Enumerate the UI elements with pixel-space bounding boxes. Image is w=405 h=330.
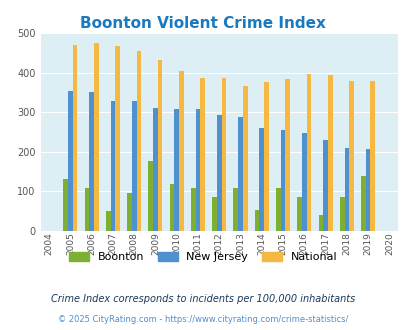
Bar xyxy=(318,215,322,231)
Bar xyxy=(296,197,301,231)
Bar xyxy=(339,197,344,231)
Bar xyxy=(179,71,183,231)
Bar xyxy=(275,188,280,231)
Bar xyxy=(254,211,259,231)
Bar xyxy=(221,78,226,231)
Bar xyxy=(348,81,353,231)
Bar xyxy=(190,188,195,231)
Bar xyxy=(94,43,98,231)
Bar xyxy=(369,81,374,231)
Bar xyxy=(148,160,153,231)
Bar xyxy=(306,74,311,231)
Bar xyxy=(110,101,115,231)
Bar xyxy=(242,86,247,231)
Bar xyxy=(238,117,242,231)
Bar xyxy=(136,51,141,231)
Legend: Boonton, New Jersey, National: Boonton, New Jersey, National xyxy=(64,248,341,267)
Bar xyxy=(132,101,136,231)
Bar xyxy=(174,109,179,231)
Bar xyxy=(301,133,306,231)
Bar xyxy=(285,79,289,231)
Text: Crime Index corresponds to incidents per 100,000 inhabitants: Crime Index corresponds to incidents per… xyxy=(51,294,354,304)
Bar xyxy=(169,184,174,231)
Bar xyxy=(153,108,158,231)
Bar xyxy=(264,82,268,231)
Bar xyxy=(233,188,238,231)
Bar xyxy=(327,75,332,231)
Text: Boonton Violent Crime Index: Boonton Violent Crime Index xyxy=(80,16,325,31)
Bar xyxy=(322,140,327,231)
Bar xyxy=(127,193,132,231)
Bar xyxy=(200,78,205,231)
Bar xyxy=(344,148,348,231)
Bar xyxy=(360,176,365,231)
Bar xyxy=(63,179,68,231)
Bar xyxy=(115,46,119,231)
Bar xyxy=(89,92,94,231)
Bar xyxy=(216,115,221,231)
Bar xyxy=(106,211,110,231)
Bar xyxy=(68,91,72,231)
Bar xyxy=(158,60,162,231)
Bar xyxy=(72,45,77,231)
Bar xyxy=(365,149,369,231)
Bar xyxy=(259,128,264,231)
Bar xyxy=(212,197,216,231)
Bar xyxy=(280,130,285,231)
Text: © 2025 CityRating.com - https://www.cityrating.com/crime-statistics/: © 2025 CityRating.com - https://www.city… xyxy=(58,315,347,324)
Bar xyxy=(84,188,89,231)
Bar xyxy=(195,109,200,231)
